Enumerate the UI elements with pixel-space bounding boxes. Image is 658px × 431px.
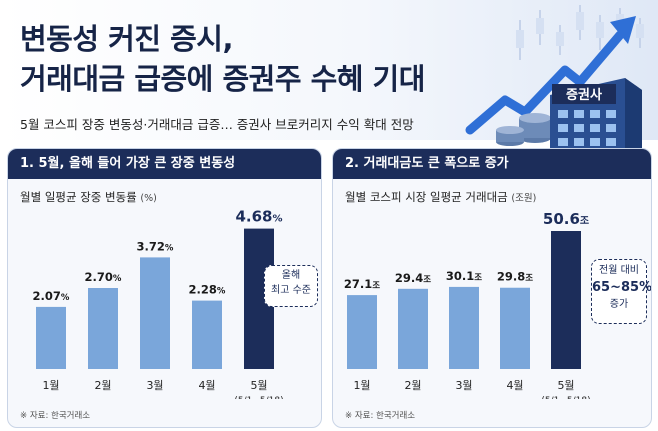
securities-building-icon: 증권사	[550, 78, 642, 150]
trading-volume-panel: 2. 거래대금도 큰 폭으로 증가 월별 코스피 시장 일평균 거래대금 (조원…	[332, 148, 652, 428]
chart-title: 월별 일평균 장중 변동률 (%)	[20, 189, 157, 205]
callout-line2: 최고 수준	[271, 285, 311, 296]
chart-unit: (%)	[140, 193, 157, 204]
bar-4월	[192, 300, 222, 369]
callout-line3: 증가	[609, 299, 629, 310]
category-label: 5월	[250, 379, 267, 392]
data-label: 4.68%	[235, 209, 282, 226]
chart-title-text: 월별 일평균 장중 변동률	[20, 190, 137, 204]
data-label: 2.07%	[33, 289, 70, 303]
bar-4월	[500, 287, 530, 369]
bar-5월	[551, 231, 581, 369]
category-label: 3월	[146, 379, 163, 392]
data-label: 27.1조	[344, 277, 380, 291]
bar-2월	[88, 288, 118, 369]
trading-volume-bar-chart: 27.1조 1월 29.4조 2월 30.1조 3월 29.8조 4월 50.6조 5월 (5/1~…	[344, 210, 591, 399]
volatility-panel: 1. 5월, 올해 들어 가장 큰 장중 변동성 월별 일평균 장중 변동률 (…	[7, 148, 322, 428]
category-sublabel: (5/1~5/18)	[234, 396, 283, 399]
header-banner: 증권사 변동성 커진 증시, 거래대금 급증에 증권주 수혜 기대 5월 코스피…	[0, 0, 658, 150]
page-subtitle: 5월 코스피 장중 변동성·거래대금 급증… 증권사 브로커리지 수익 확대 전…	[20, 117, 414, 132]
page-title-line1: 변동성 커진 증시,	[20, 22, 233, 56]
category-label: 2월	[404, 379, 421, 392]
coin-stack-icon	[496, 113, 551, 146]
building-sign: 증권사	[566, 87, 602, 103]
rising-arrow-icon	[465, 30, 625, 135]
bar-1월	[347, 295, 377, 369]
data-label: 2.28%	[189, 283, 226, 297]
highlight-callout: 전월 대비 65~85% 증가	[591, 259, 652, 324]
page-title-line2: 거래대금 급증에 증권주 수혜 기대	[20, 62, 425, 96]
category-label: 2월	[94, 379, 111, 392]
chart-unit: (조원)	[511, 193, 537, 204]
data-label: 29.8조	[497, 270, 533, 284]
data-label: 2.70%	[85, 270, 122, 284]
chart-title: 월별 코스피 시장 일평균 거래대금 (조원)	[345, 189, 536, 205]
data-label: 50.6조	[543, 210, 589, 228]
data-label: 30.1조	[446, 269, 482, 283]
panel-heading: 1. 5월, 올해 들어 가장 큰 장중 변동성	[8, 149, 321, 179]
source-note: ※ 자료: 한국거래소	[345, 411, 416, 421]
category-label: 1월	[42, 379, 59, 392]
bar-2월	[398, 288, 428, 369]
category-label: 4월	[506, 379, 523, 392]
data-label: 29.4조	[395, 271, 431, 285]
highlight-callout: 올해 최고 수준	[264, 265, 318, 307]
chart-title-text: 월별 코스피 시장 일평균 거래대금	[345, 190, 508, 204]
category-label: 5월	[557, 379, 574, 392]
volatility-bar-chart: 2.07% 1월 2.70% 2월 3.72% 3월 2.28% 4월 4.68% 5월 (5/1~…	[33, 209, 284, 399]
bar-3월	[140, 257, 170, 369]
callout-line1: 올해	[281, 270, 301, 281]
category-label: 1월	[353, 379, 370, 392]
data-label: 3.72%	[137, 239, 174, 253]
category-label: 3월	[455, 379, 472, 392]
callout-line1: 전월 대비	[599, 265, 639, 276]
bar-1월	[36, 306, 66, 369]
callout-line2: 65~85%	[592, 280, 652, 295]
source-note: ※ 자료: 한국거래소	[20, 411, 91, 421]
bar-3월	[449, 286, 479, 369]
category-sublabel: (5/1~5/18)	[541, 396, 590, 399]
stock-growth-illustration: 증권사	[465, 5, 644, 150]
panel-heading: 2. 거래대금도 큰 폭으로 증가	[333, 149, 651, 179]
category-label: 4월	[198, 379, 215, 392]
